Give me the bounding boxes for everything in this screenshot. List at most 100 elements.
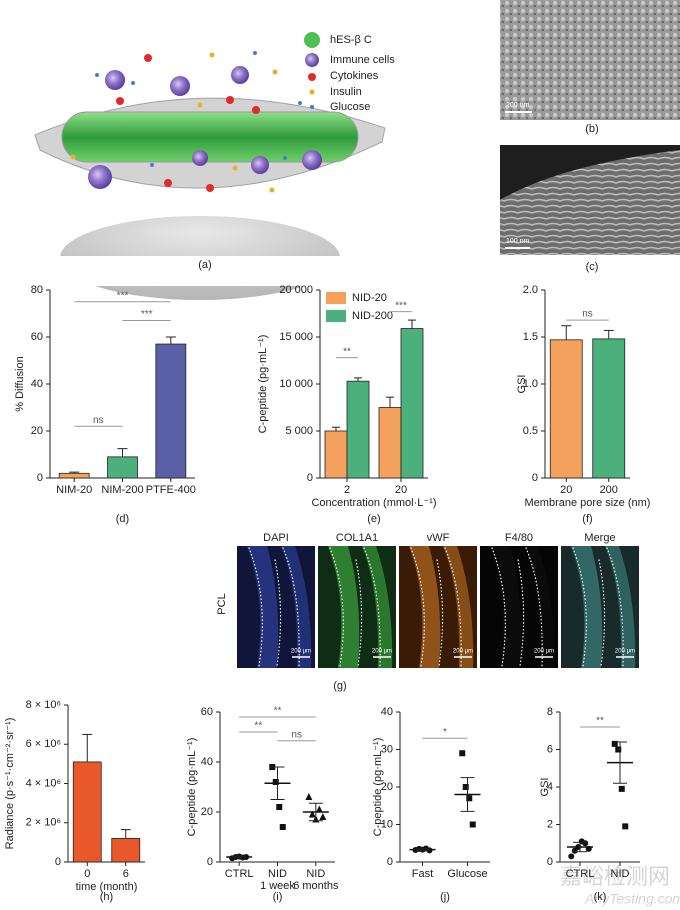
y-tick-label: 0.5 [523, 425, 538, 437]
significance-label: *** [117, 290, 129, 301]
scale-label: 200 μm [372, 649, 392, 655]
panel-label: (k) [594, 891, 607, 903]
tissue [281, 546, 312, 668]
point [279, 824, 286, 830]
chart: 0 2 × 10⁶ 4 × 10⁶ 6 × 10⁶ 8 × 10⁶ Radiance (p… [4, 699, 145, 903]
significance-label: ** [343, 346, 351, 357]
channel-label: F4/80 [505, 532, 533, 544]
bar [72, 761, 102, 863]
y-tick-label: 0 [37, 472, 43, 484]
legend-swatch [326, 292, 346, 304]
panel-label: (g) [333, 680, 346, 692]
legend-label: Glucose [330, 101, 370, 113]
y-tick-label: 10 [381, 818, 393, 830]
y-tick-label: 40 [31, 378, 43, 390]
y-tick-label: 6 [547, 743, 553, 755]
y-tick-label: 1.5 [523, 331, 538, 343]
scale-label: 200 μm [615, 649, 635, 655]
point [276, 804, 283, 810]
point [272, 779, 279, 785]
x-tick-label: 200 [600, 484, 618, 496]
y-axis-label: % Diffusion [14, 356, 26, 411]
y-tick-label: 1.0 [523, 378, 538, 390]
legend-label: hES-β C [330, 34, 372, 46]
significance-label: *** [395, 300, 407, 311]
legend-swatch [326, 310, 346, 322]
x-tick-label: 20 [560, 484, 572, 496]
bar [111, 838, 141, 863]
x-axis-label: Membrane pore size (nm) [525, 497, 651, 509]
channel-label: vWF [427, 532, 450, 544]
chart: 0 20 40 60 80 % Diffusion NIM-20 NIM-200 PTFE-40… [14, 284, 196, 525]
tissue [362, 546, 393, 668]
bar [400, 328, 424, 479]
x-tick-label: NID 1 week [260, 868, 295, 892]
significance-label: * [443, 727, 447, 738]
point [462, 784, 469, 790]
watermark: 嘉峪检测网 AnyTesting.com [560, 864, 680, 907]
y-tick-label: 0 [532, 472, 538, 484]
panel-label: (b) [585, 123, 598, 135]
y-tick-label: 4 [547, 781, 553, 793]
y-tick-label: 0 [387, 856, 393, 868]
x-tick-label: 2 [344, 484, 350, 496]
y-axis-label: GSI [516, 375, 528, 394]
x-tick-label: Fast [412, 868, 433, 880]
y-axis-label: GSI [539, 778, 551, 797]
bar [346, 380, 370, 479]
point [315, 805, 323, 813]
outline [491, 547, 543, 667]
y-tick-label: 8 [547, 706, 553, 718]
y-tick-label: 30 [381, 743, 393, 755]
watermark-text: 嘉峪检测网 [560, 864, 670, 889]
channel-label: DAPI [263, 532, 289, 544]
y-tick-label: 20 000 [279, 284, 313, 296]
x-tick-label: PTFE-400 [146, 484, 196, 496]
y-tick-label: 10 000 [279, 378, 313, 390]
micrographs: 200 nm (b) 100 nm (c) [500, 0, 680, 273]
significance-label: ** [274, 706, 282, 717]
point [319, 813, 327, 820]
channel-label: Merge [584, 532, 615, 544]
x-tick-label: Glucose [447, 868, 487, 880]
y-tick-label: 2.0 [523, 284, 538, 296]
channel-label: COL1A1 [336, 532, 378, 544]
significance-label: ns [582, 309, 593, 320]
significance-label: ** [254, 721, 262, 732]
chart: 0 5 000 10 000 15 000 20 000 C-peptide (pg·mL… [257, 284, 437, 525]
row-label: PCL [216, 593, 228, 614]
y-tick-label: 20 [31, 425, 43, 437]
y-tick-label: 80 [31, 284, 43, 296]
y-tick-label: 20 [381, 781, 393, 793]
y-tick-label: 40 [381, 706, 393, 718]
y-tick-label: 20 [201, 806, 213, 818]
panel-label: (e) [367, 513, 380, 525]
y-tick-label: 60 [201, 706, 213, 718]
y-tick-label: 0 [547, 856, 553, 868]
y-tick-label: 15 000 [279, 331, 313, 343]
x-axis-label: Concentration (mmol·L⁻¹) [311, 497, 436, 509]
bar [155, 343, 187, 479]
y-tick-label: 2 [547, 818, 553, 830]
legend-label: Immune cells [330, 54, 395, 66]
bar [592, 338, 626, 479]
bar [324, 430, 348, 479]
tissue [571, 546, 603, 668]
y-tick-label: 8 × 10⁶ [26, 699, 61, 711]
significance-label: ns [93, 415, 104, 426]
tissue [247, 546, 279, 668]
y-tick-label: 0 [207, 856, 213, 868]
significance-label: *** [141, 309, 153, 320]
chart: 0 10 20 30 40 C-peptide (pg·mL⁻¹) Fast Glucose (… [372, 706, 490, 903]
point [308, 810, 316, 818]
x-tick-label: CTRL [566, 868, 595, 880]
panel-label: (j) [440, 891, 450, 903]
outline [410, 547, 462, 667]
tissue [524, 546, 555, 668]
point [459, 750, 466, 757]
legend-label: NID-200 [352, 310, 393, 322]
y-tick-label: 5 000 [285, 425, 313, 437]
watermark-text: AnyTesting.com [584, 891, 680, 907]
x-tick-label: 6 [123, 868, 129, 880]
